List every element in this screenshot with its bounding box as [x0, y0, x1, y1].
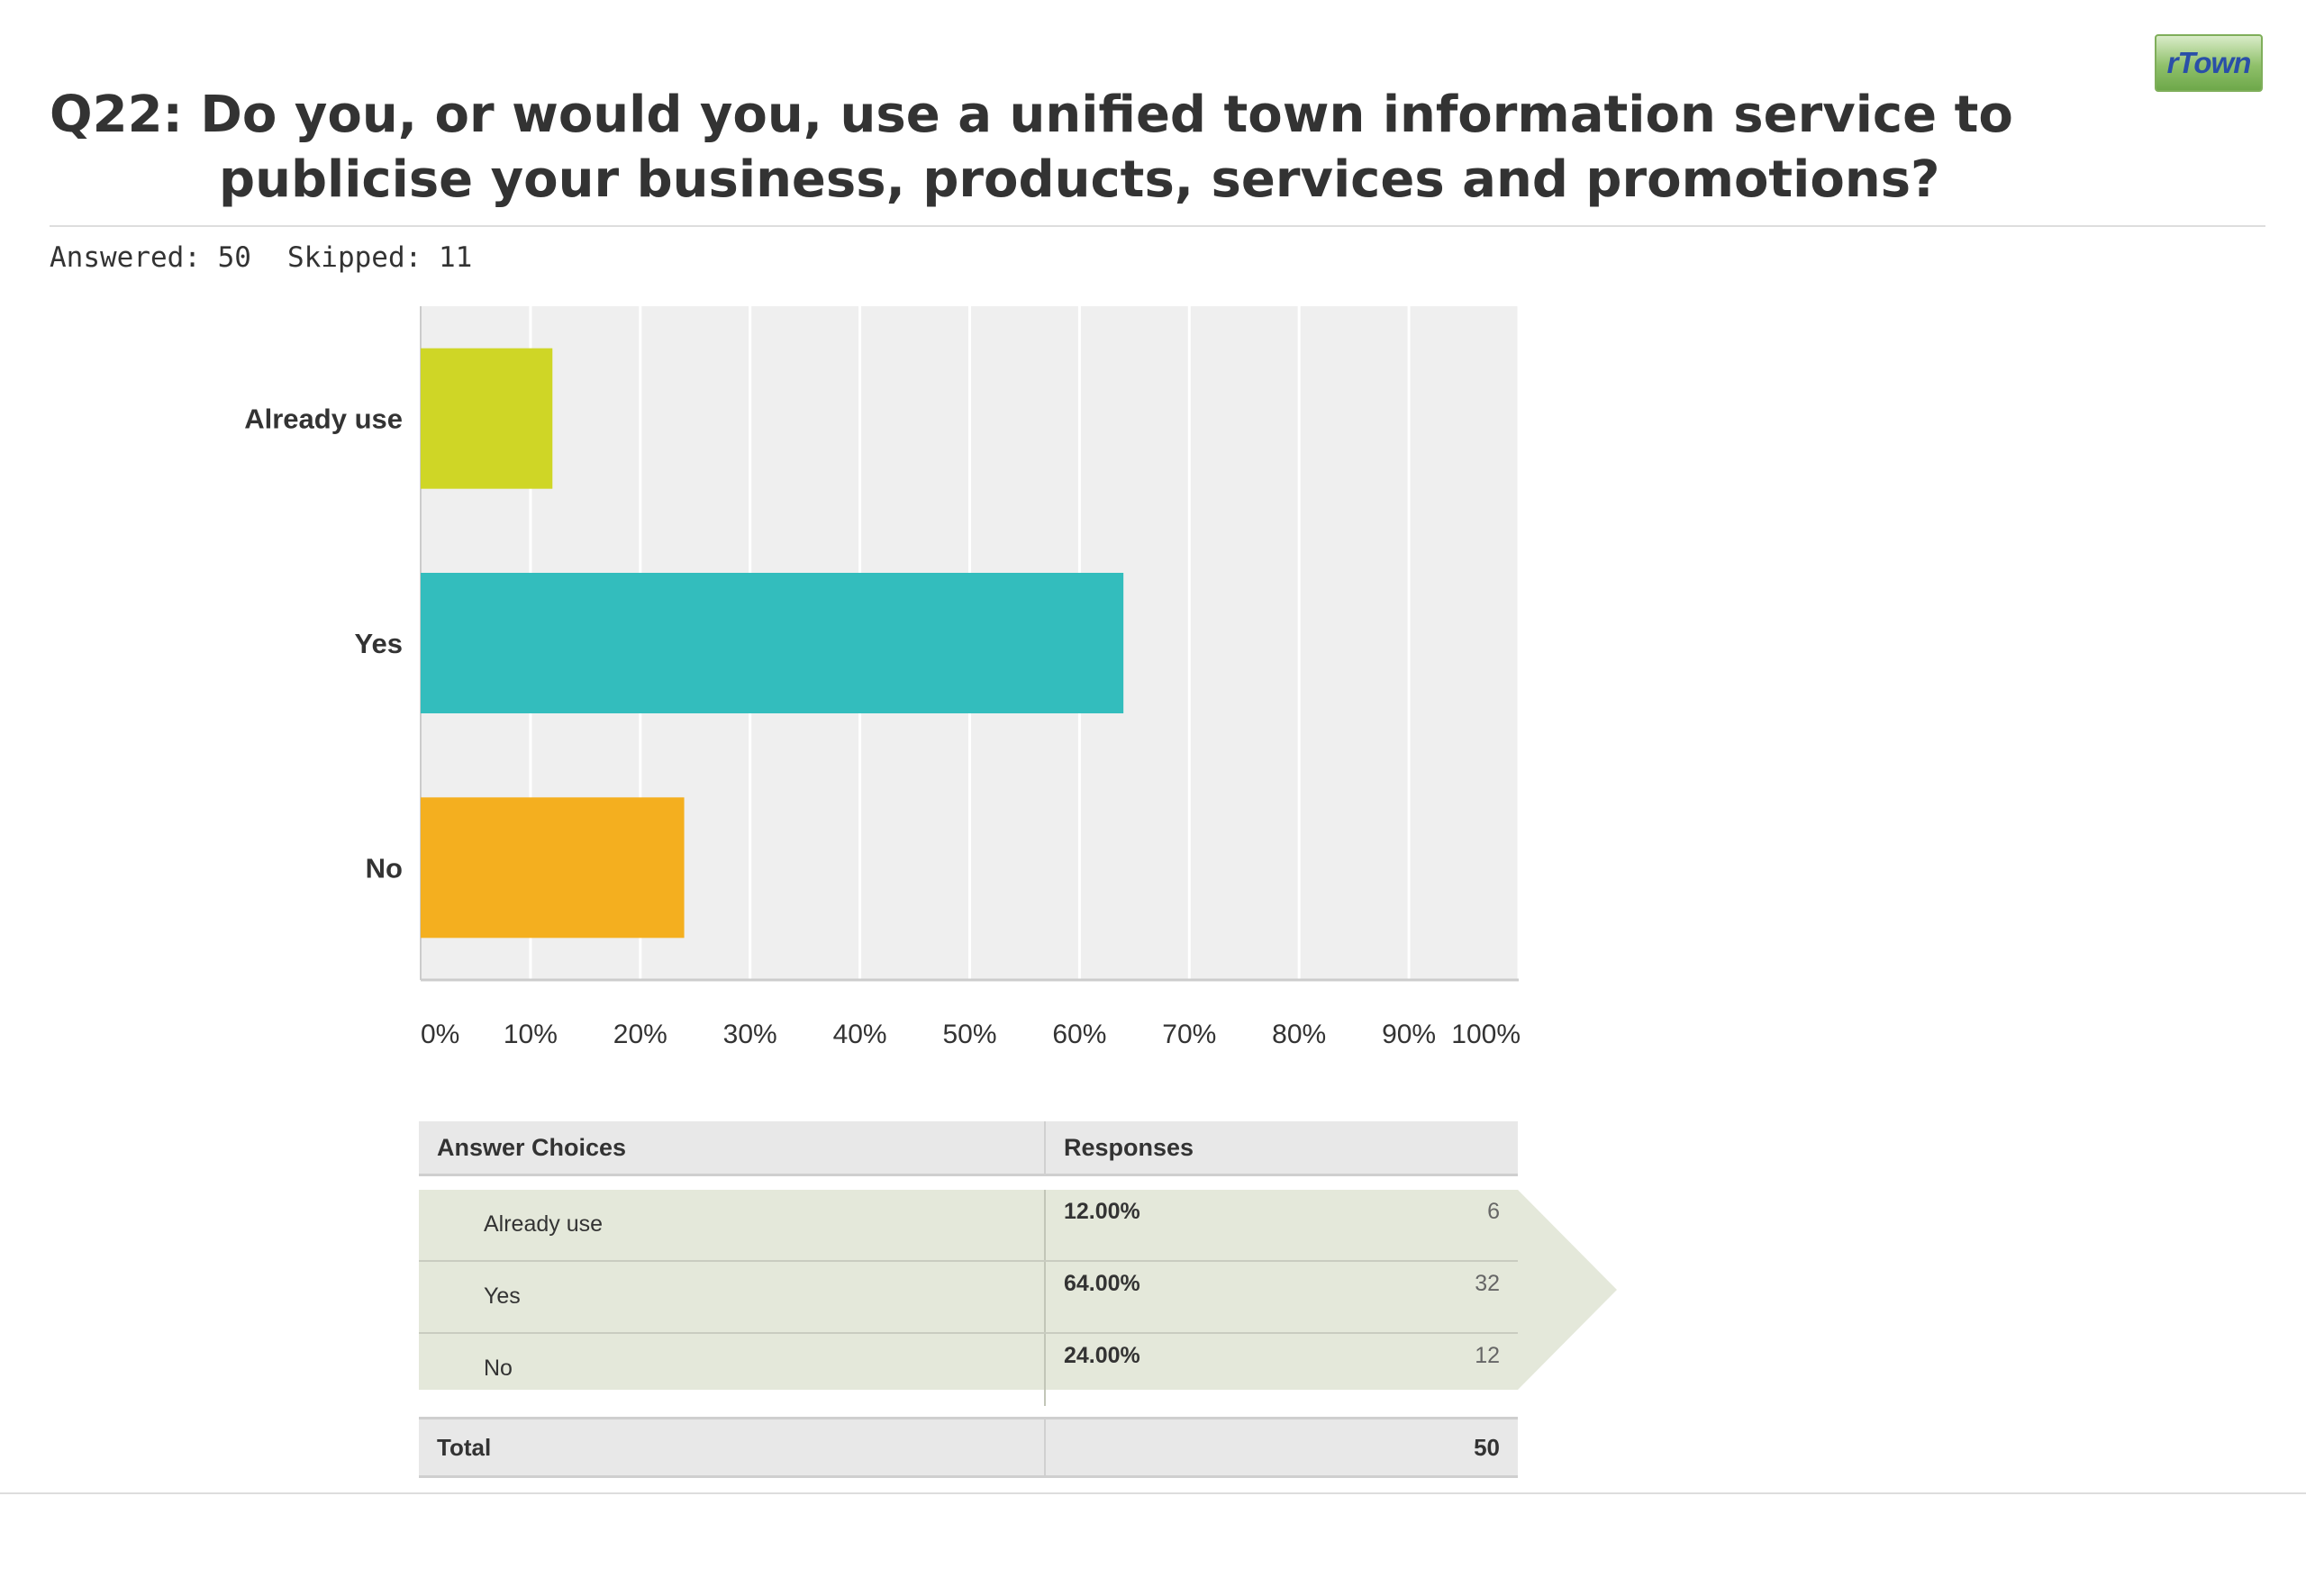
rtown-logo: rTown	[2155, 34, 2263, 92]
row-choice: Already use	[419, 1190, 1046, 1260]
x-tick-label: 50%	[942, 1020, 996, 1049]
row-percent: 64.00%	[1064, 1271, 1140, 1296]
row-choice: No	[419, 1334, 1046, 1406]
x-tick-label: 30%	[723, 1020, 777, 1049]
skipped-count: Skipped: 11	[286, 241, 473, 274]
x-tick-label: 100%	[1451, 1020, 1521, 1049]
x-tick-label: 0%	[421, 1020, 459, 1049]
x-tick-label: 40%	[833, 1020, 887, 1049]
rows-arrow-background	[419, 1190, 1617, 1390]
row-choice: Yes	[419, 1262, 1046, 1332]
bar-chart: 0% 10% 20% 30% 40% 50% 60% 70% 80% 90% 100% Already…	[244, 306, 1521, 1049]
category-label: Yes	[355, 628, 403, 659]
x-tick-label: 60%	[1052, 1020, 1106, 1049]
question-title: Q22: Do you, or would you, use a unified…	[50, 86, 2013, 209]
row-count: 12	[1475, 1343, 1500, 1368]
row-count: 6	[1487, 1199, 1500, 1224]
bar	[421, 797, 685, 939]
bar	[421, 573, 1124, 713]
table-header: Answer Choices Responses	[419, 1121, 1518, 1176]
x-tick-label: 80%	[1272, 1020, 1326, 1049]
row-percent: 24.00%	[1064, 1343, 1140, 1368]
header-answer-choices: Answer Choices	[419, 1121, 1046, 1174]
table-total-row: Total 50	[419, 1417, 1518, 1478]
answered-count: Answered: 50	[50, 241, 251, 274]
total-value: 50	[1474, 1434, 1500, 1461]
category-label: Already use	[244, 404, 403, 435]
x-tick-label: 90%	[1382, 1020, 1436, 1049]
title-divider	[50, 225, 2265, 227]
table-body: Already use 12.00% 6 Yes 64.00% 32 No 24…	[419, 1190, 1518, 1406]
category-label: No	[366, 852, 403, 884]
table-row: Already use 12.00% 6	[419, 1190, 1518, 1262]
row-percent: 12.00%	[1064, 1199, 1140, 1224]
bar	[421, 348, 553, 489]
total-spacer	[1046, 1419, 1338, 1475]
x-tick-label: 70%	[1162, 1020, 1216, 1049]
total-label: Total	[419, 1419, 1046, 1475]
responses-table: Answer Choices Responses Already use 12.…	[419, 1121, 1617, 1478]
header-responses: Responses	[1064, 1134, 1194, 1161]
logo-text: rTown	[2166, 46, 2252, 79]
row-count: 32	[1475, 1271, 1500, 1296]
x-tick-label: 20%	[613, 1020, 667, 1049]
table-row: No 24.00% 12	[419, 1334, 1518, 1406]
x-tick-label: 10%	[504, 1020, 558, 1049]
response-summary: Answered: 50 Skipped: 11	[50, 241, 472, 274]
bottom-divider	[0, 1492, 2306, 1494]
table-row: Yes 64.00% 32	[419, 1262, 1518, 1334]
